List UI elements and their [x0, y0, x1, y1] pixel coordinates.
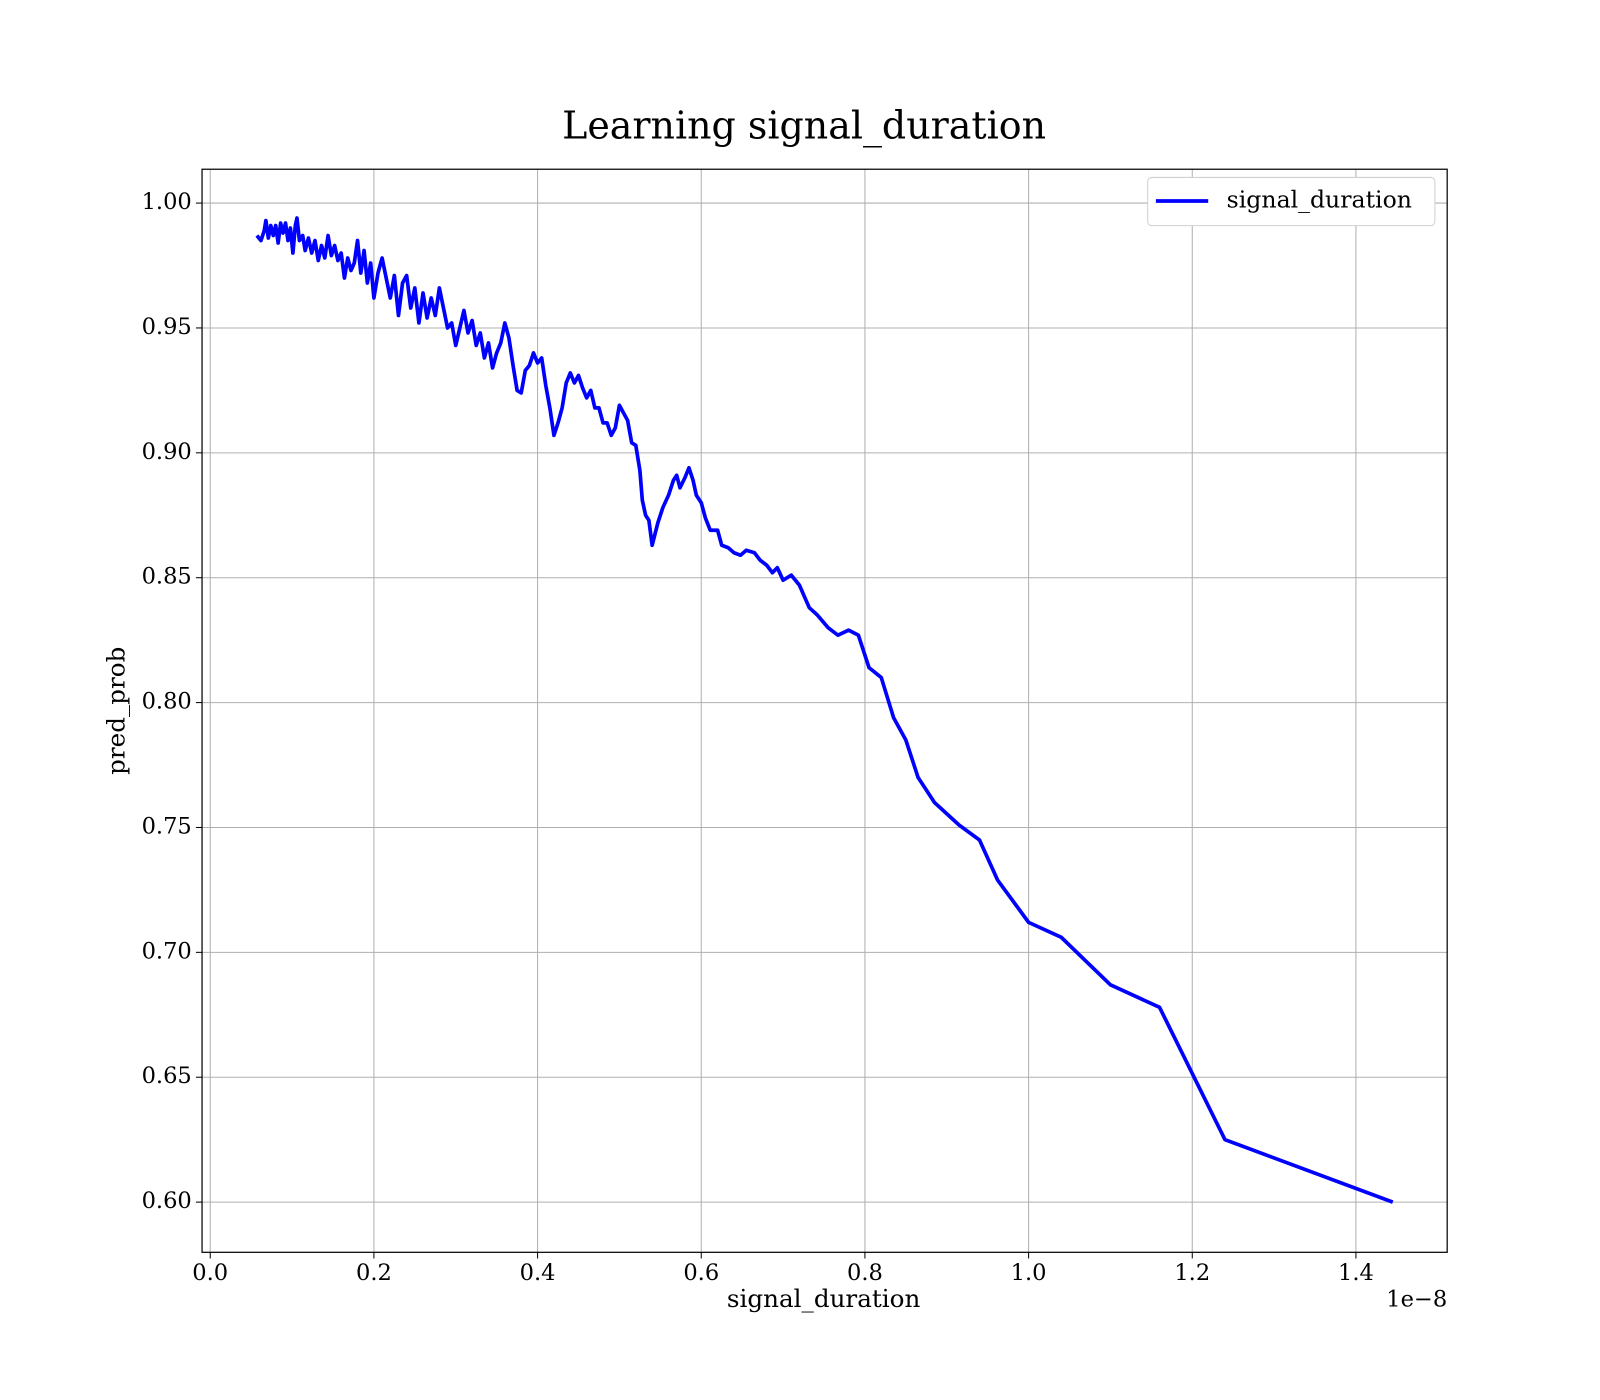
x-tick-label: 1.4	[1338, 1260, 1374, 1286]
legend-box	[1147, 176, 1436, 227]
y-tick-label: 0.60	[142, 1188, 192, 1214]
y-tick-label: 0.95	[142, 314, 192, 340]
y-tick-label: 0.80	[142, 689, 192, 715]
y-tick-label: 0.75	[142, 813, 192, 839]
x-offset-label: 1e−8	[1386, 1287, 1447, 1313]
y-tick-label: 0.90	[142, 439, 192, 465]
x-tick-label: 0.0	[192, 1260, 228, 1286]
x-tick-label: 0.6	[683, 1260, 719, 1286]
x-tick-label: 1.2	[1174, 1260, 1210, 1286]
legend-label: signal_duration	[1227, 186, 1412, 214]
x-tick-label: 1.0	[1011, 1260, 1047, 1286]
y-tick-label: 1.00	[142, 189, 192, 215]
x-axis-label: signal_duration	[727, 1284, 921, 1313]
y-axis-label: pred_prob	[101, 647, 130, 775]
x-tick-label: 0.2	[356, 1260, 392, 1286]
x-tick-label: 0.8	[847, 1260, 883, 1286]
y-tick-label: 0.70	[142, 938, 192, 964]
y-tick-label: 0.85	[142, 564, 192, 590]
y-tick-label: 0.65	[142, 1063, 192, 1089]
chart-title: Learning signal_duration	[562, 104, 1046, 149]
plot-frame	[201, 168, 1448, 1253]
data-line	[255, 216, 1394, 1204]
x-tick-label: 0.4	[520, 1260, 556, 1286]
